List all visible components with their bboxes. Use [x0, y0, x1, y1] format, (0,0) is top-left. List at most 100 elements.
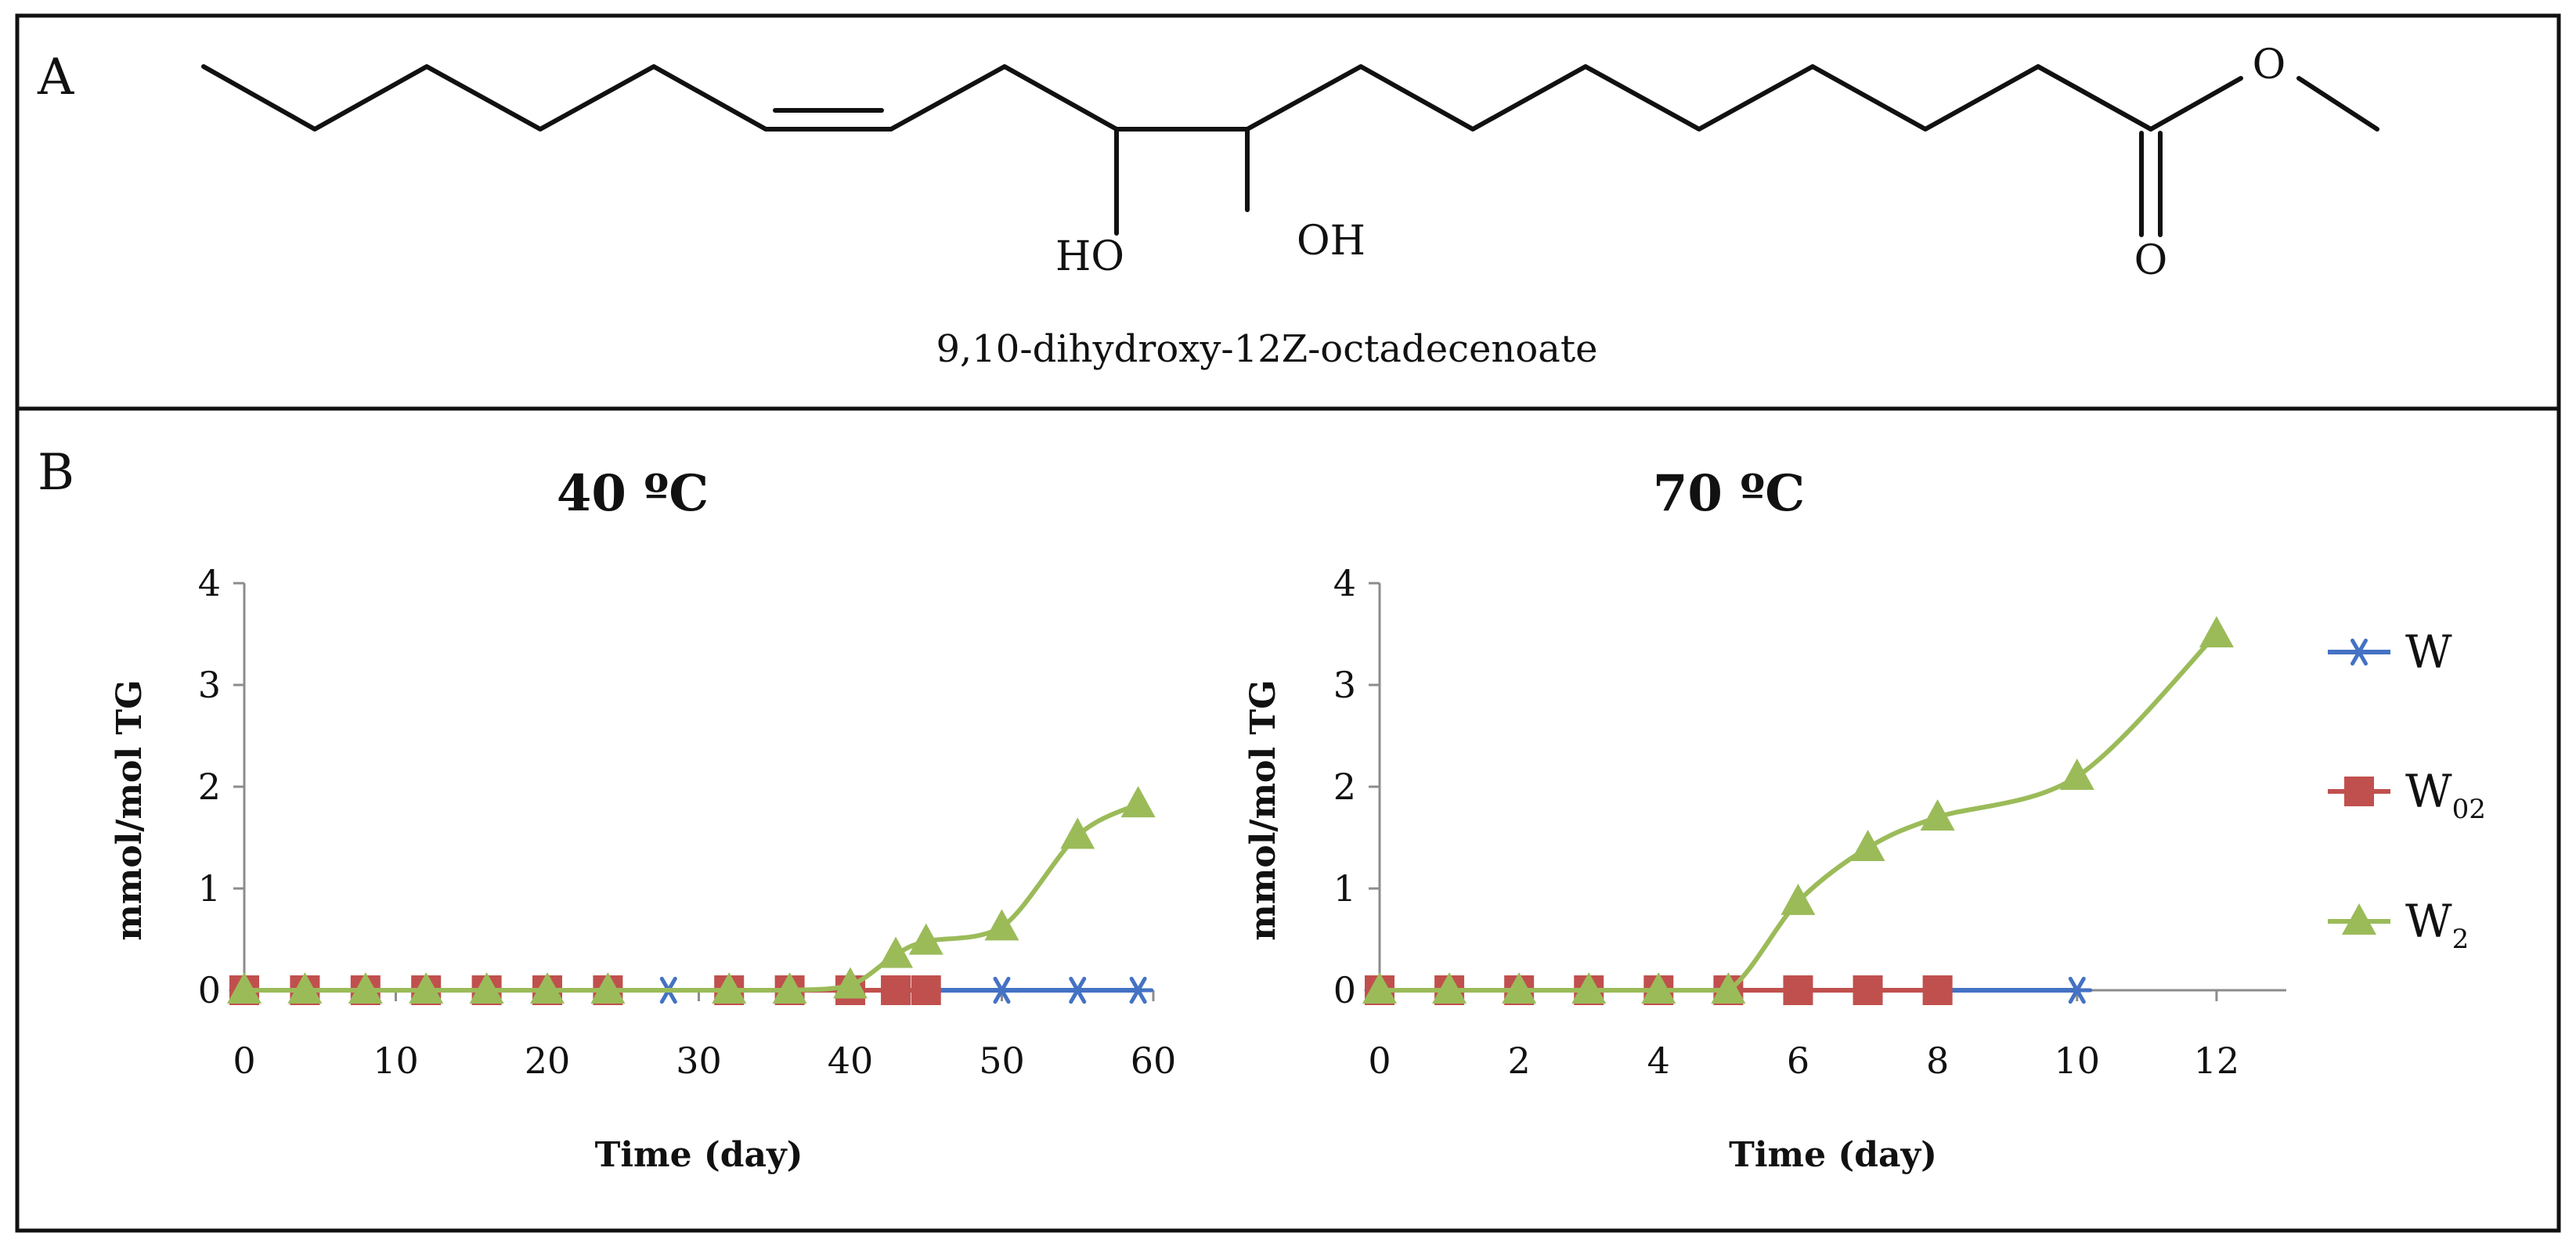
figure-border — [15, 13, 2561, 1233]
x-tick-label: 4 — [1647, 1040, 1670, 1082]
data-point-w2 — [984, 909, 1019, 941]
data-point-w2 — [833, 967, 868, 999]
x-tick-label: 0 — [1368, 1040, 1391, 1082]
legend-marker-shape — [2342, 903, 2376, 935]
data-point-w2 — [469, 972, 504, 1004]
y-tick-label: 4 — [198, 562, 221, 604]
y-tick-label: 3 — [1333, 664, 1356, 706]
data-point-w — [2062, 976, 2093, 1004]
data-point-w — [987, 976, 1017, 1004]
data-point-w02 — [911, 975, 941, 1005]
data-point-w2 — [1920, 799, 1955, 831]
ester-oxygen-label: O — [2253, 41, 2286, 88]
panel-a: A HO OH O O 9,10-dihydroxy-12Z-octadecen… — [37, 41, 2379, 371]
y-tick-label: 1 — [198, 867, 221, 910]
x-tick-label: 50 — [979, 1040, 1025, 1082]
x-axis-title: Time (day) — [1729, 1135, 1937, 1175]
legend-marker-shape — [2343, 638, 2375, 666]
data-point-w — [1062, 976, 1093, 1004]
data-point-w2 — [908, 923, 943, 955]
data-point-w2 — [409, 972, 444, 1004]
legend-marker-w02 — [2344, 777, 2374, 806]
series-line-w2 — [1380, 632, 2219, 993]
x-axis-title: Time (day) — [595, 1135, 803, 1175]
y-axis-title: mmol/mol TG — [110, 679, 150, 941]
data-point-w2 — [1641, 972, 1676, 1004]
compound-name: 9,10-dihydroxy-12Z-octadecenoate — [936, 327, 1597, 371]
y-tick-label: 4 — [1333, 562, 1356, 604]
x-tick-label: 40 — [828, 1040, 874, 1082]
x-tick-label: 10 — [373, 1040, 419, 1082]
carbonyl-oxygen-label: O — [2134, 237, 2168, 284]
data-point-w2 — [1850, 830, 1885, 861]
data-point-w02 — [1853, 975, 1883, 1005]
series-w2 — [1362, 616, 2234, 1004]
x-tick-label: 20 — [525, 1040, 571, 1082]
data-point-w2 — [2059, 759, 2094, 790]
panel-a-letter: A — [37, 49, 74, 106]
data-point-w02 — [1783, 975, 1813, 1005]
ester-methyl-bond — [2296, 76, 2379, 132]
legend-label-w02: W02 — [2405, 765, 2486, 825]
data-point-w2 — [2199, 616, 2234, 647]
series-line-w2 — [244, 802, 1139, 993]
data-point-w2 — [1432, 972, 1467, 1004]
hydroxyl-label-1: HO — [1055, 233, 1124, 280]
legend-marker-w — [2343, 638, 2375, 666]
x-tick-label: 2 — [1508, 1040, 1531, 1082]
y-tick-label: 0 — [1333, 969, 1356, 1011]
x-tick-label: 60 — [1131, 1040, 1177, 1082]
data-point-w2 — [348, 972, 383, 1004]
chart-title: 40 ºC — [557, 464, 709, 523]
hydroxyl-label-2: OH — [1297, 218, 1366, 265]
data-point-w2 — [1711, 972, 1746, 1004]
legend-sub-w02: 02 — [2452, 794, 2486, 825]
ester-bond-1 — [2148, 76, 2243, 132]
data-point-w2 — [1571, 972, 1607, 1004]
data-point-w2 — [1120, 786, 1156, 818]
data-point-w2 — [1362, 972, 1397, 1004]
data-point-w2 — [712, 972, 747, 1004]
legend-item-w02: W02 — [2328, 765, 2486, 825]
data-point-w2 — [530, 972, 565, 1004]
x-tick-label: 8 — [1926, 1040, 1949, 1082]
legend-sub-w2: 2 — [2452, 924, 2470, 955]
y-tick-label: 3 — [198, 664, 221, 706]
data-point-w02 — [1922, 975, 1953, 1005]
legend-item-w: W — [2328, 625, 2452, 679]
data-point-w2 — [879, 936, 914, 968]
carbonyl-carbon-bond — [2036, 64, 2153, 132]
data-point-w2 — [1060, 817, 1095, 849]
data-point-w2 — [287, 972, 323, 1004]
data-point-w2 — [227, 972, 262, 1004]
legend: W W02 W2 — [2328, 625, 2486, 955]
y-tick-label: 2 — [1333, 766, 1356, 808]
carbon-chain — [201, 64, 2153, 132]
molecule-structure — [201, 64, 2379, 237]
panel-b-letter: B — [38, 444, 74, 502]
data-point-w2 — [1502, 972, 1537, 1004]
series-w2 — [227, 786, 1156, 1004]
legend-marker-w2 — [2342, 903, 2376, 935]
x-tick-label: 12 — [2194, 1040, 2240, 1082]
data-point-w2 — [772, 972, 807, 1004]
data-point-w2 — [590, 972, 626, 1004]
x-tick-label: 30 — [676, 1040, 722, 1082]
chart-title: 70 ºC — [1653, 464, 1805, 523]
data-point-w02 — [881, 975, 911, 1005]
y-axis-title: mmol/mol TG — [1243, 679, 1283, 941]
x-tick-label: 6 — [1787, 1040, 1809, 1082]
legend-item-w2: W2 — [2328, 895, 2469, 955]
y-tick-label: 2 — [198, 766, 221, 808]
x-tick-label: 10 — [2054, 1040, 2100, 1082]
x-tick-label: 0 — [233, 1040, 255, 1082]
data-point-w — [1123, 976, 1154, 1004]
legend-label-w: W — [2405, 625, 2452, 679]
y-tick-label: 0 — [198, 969, 221, 1011]
legend-marker-shape — [2344, 777, 2374, 806]
legend-label-w2: W2 — [2405, 895, 2469, 955]
